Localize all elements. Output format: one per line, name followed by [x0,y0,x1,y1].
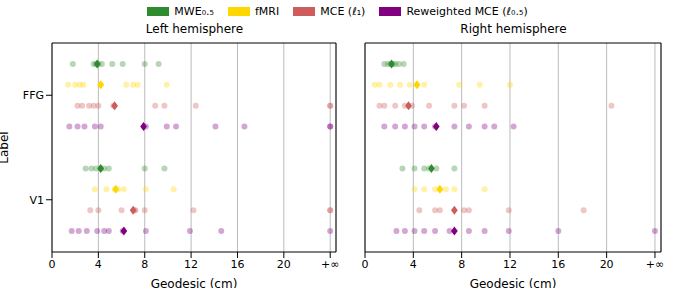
svg-text:20: 20 [600,258,614,271]
svg-text:+∞: +∞ [646,258,664,271]
svg-text:FFG: FFG [23,89,44,102]
html-text:Reweighted MCE (ℓ₀.₅): Reweighted MCE (ℓ₀.₅) [406,4,528,18]
svg-text:20: 20 [277,258,291,271]
html-text:Right hemisphere: Right hemisphere [460,22,567,36]
svg-text:V1: V1 [29,194,44,207]
svg-text:0: 0 [49,258,56,271]
svg-text:8: 8 [141,258,148,271]
html-text:Left hemisphere: Left hemisphere [145,22,244,36]
svg-text:4: 4 [410,258,417,271]
svg-text:16: 16 [551,258,565,271]
html-text:MWE₀.₅: MWE₀.₅ [174,4,214,18]
svg-text:Label: Label [8,131,11,163]
svg-text:12: 12 [503,258,517,271]
svg-text:4: 4 [95,258,102,271]
svg-text:Geodesic (cm): Geodesic (cm) [470,277,557,288]
svg-text:0: 0 [362,258,369,271]
html-text:MCE (ℓ₁): MCE (ℓ₁) [320,4,366,18]
svg-text:Geodesic (cm): Geodesic (cm) [151,277,238,288]
svg-text:+∞: +∞ [321,258,339,271]
svg-text:12: 12 [184,258,198,271]
svg-text:16: 16 [230,258,244,271]
svg-text:8: 8 [458,258,465,271]
html-text:fMRI: fMRI [255,4,280,18]
